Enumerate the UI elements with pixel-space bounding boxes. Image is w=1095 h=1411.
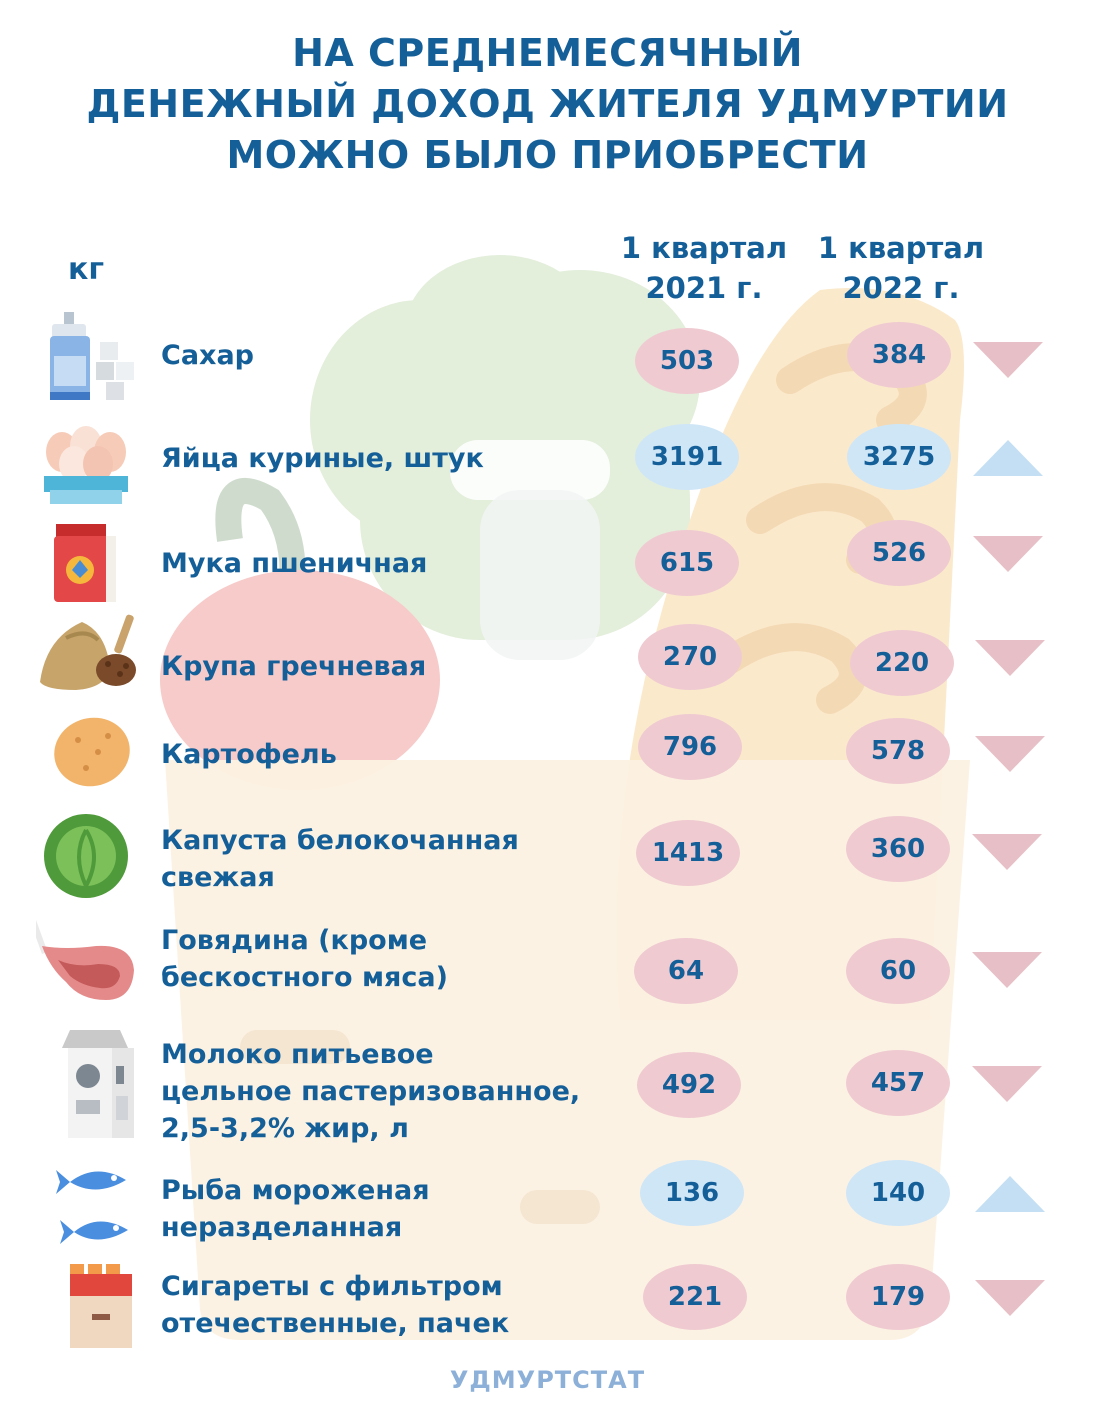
value-2021: 796	[638, 714, 742, 780]
value-2022: 384	[847, 322, 951, 388]
table-row: Яйца куриные, штук 3191 3275	[0, 420, 1095, 510]
decrease-arrow-icon	[975, 640, 1045, 676]
sugar-icon	[50, 312, 134, 400]
value-2022: 360	[846, 816, 950, 882]
decrease-arrow-icon	[972, 1066, 1042, 1102]
row-label: Говядина (кроме бескостного мяса)	[161, 922, 448, 996]
table-row: Крупа гречневая 270 220	[0, 608, 1095, 698]
potato-icon	[54, 717, 130, 787]
row-label: Сахар	[161, 337, 254, 374]
decrease-arrow-icon	[972, 834, 1042, 870]
table-row: Рыба мороженая неразделанная 136 140	[0, 1160, 1095, 1260]
decrease-arrow-icon	[972, 952, 1042, 988]
row-label-line: Говядина (кроме	[161, 925, 428, 956]
value-2021: 270	[638, 624, 742, 690]
source-label: УДМУРТСТАТ	[449, 1366, 646, 1394]
value-2022: 3275	[847, 424, 951, 490]
row-label: Молоко питьевое цельное пастеризованное,…	[161, 1036, 580, 1147]
infographic-title: НА СРЕДНЕМЕСЯЧНЫЙ ДЕНЕЖНЫЙ ДОХОД ЖИТЕЛЯ …	[0, 28, 1095, 181]
row-label: Картофель	[161, 736, 337, 773]
value-2021: 492	[637, 1052, 741, 1118]
table-row: Молоко питьевое цельное пастеризованное,…	[0, 1030, 1095, 1150]
value-2021: 503	[635, 328, 739, 394]
beef-icon	[36, 920, 134, 1000]
title-line-3: МОЖНО БЫЛО ПРИОБРЕСТИ	[226, 133, 869, 177]
eggs-icon	[44, 426, 128, 504]
row-label-line: цельное пастеризованное,	[161, 1076, 581, 1107]
fish-icon	[56, 1170, 128, 1244]
row-label: Капуста белокочанная свежая	[161, 822, 519, 896]
value-2022: 220	[850, 630, 954, 696]
row-label: Мука пшеничная	[161, 545, 427, 582]
milk-icon	[62, 1030, 134, 1138]
value-2022: 578	[846, 718, 950, 784]
decrease-arrow-icon	[973, 342, 1043, 378]
row-label: Крупа гречневая	[161, 648, 426, 685]
title-line-1: НА СРЕДНЕМЕСЯЧНЫЙ	[292, 31, 803, 75]
row-label-line: Яйца куриные, штук	[161, 443, 484, 474]
table-row: Говядина (кроме бескостного мяса) 64 60	[0, 920, 1095, 1020]
row-label: Рыба мороженая неразделанная	[161, 1172, 430, 1246]
decrease-arrow-icon	[973, 536, 1043, 572]
column-header-2022-line1: 1 квартал	[817, 231, 985, 265]
table-row: Сахар 503 384	[0, 312, 1095, 412]
value-2021: 64	[634, 938, 738, 1004]
row-label-line: Сигареты с фильтром	[161, 1271, 503, 1302]
value-2021: 615	[635, 530, 739, 596]
value-2022: 60	[846, 938, 950, 1004]
row-label: Сигареты с фильтром отечественные, пачек	[161, 1268, 509, 1342]
decrease-arrow-icon	[975, 736, 1045, 772]
row-label-line: Сахар	[161, 340, 254, 371]
cabbage-icon	[44, 814, 128, 898]
column-header-2021-line1: 1 квартал	[620, 231, 788, 265]
row-label-line: 2,5-3,2% жир, л	[161, 1113, 409, 1144]
row-label-line: Картофель	[161, 739, 337, 770]
row-label-line: Мука пшеничная	[161, 548, 428, 579]
row-label-line: Крупа гречневая	[161, 651, 427, 682]
row-label-line: Рыба мороженая	[161, 1175, 430, 1206]
value-2021: 1413	[636, 820, 740, 886]
table-row: Сигареты с фильтром отечественные, пачек…	[0, 1262, 1095, 1362]
table-row: Мука пшеничная 615 526	[0, 520, 1095, 610]
column-header-2022-line2: 2022 г.	[842, 271, 960, 305]
table-row: Капуста белокочанная свежая 1413 360	[0, 810, 1095, 910]
column-header-2021: 1 квартал 2021 г.	[604, 228, 804, 308]
row-label-line: неразделанная	[161, 1212, 403, 1243]
value-2021: 136	[640, 1160, 744, 1226]
value-2021: 3191	[635, 424, 739, 490]
unit-label: кг	[68, 252, 105, 287]
row-label-line: бескостного мяса)	[161, 962, 448, 993]
value-2022: 140	[846, 1160, 950, 1226]
title-line-2: ДЕНЕЖНЫЙ ДОХОД ЖИТЕЛЯ УДМУРТИИ	[86, 82, 1009, 126]
value-2021: 221	[643, 1264, 747, 1330]
value-2022: 179	[846, 1264, 950, 1330]
row-label: Яйца куриные, штук	[161, 440, 484, 477]
row-label-line: Капуста белокочанная	[161, 825, 519, 856]
buckwheat-icon	[40, 614, 136, 690]
cigarettes-icon	[70, 1264, 132, 1348]
row-label-line: свежая	[161, 862, 275, 893]
row-label-line: Молоко питьевое	[161, 1039, 434, 1070]
increase-arrow-icon	[973, 440, 1043, 476]
column-header-2022: 1 квартал 2022 г.	[801, 228, 1001, 308]
value-2022: 526	[847, 520, 951, 586]
row-label-line: отечественные, пачек	[161, 1308, 510, 1339]
column-header-2021-line2: 2021 г.	[645, 271, 763, 305]
flour-icon	[54, 524, 116, 602]
table-row: Картофель 796 578	[0, 706, 1095, 796]
increase-arrow-icon	[975, 1176, 1045, 1212]
decrease-arrow-icon	[975, 1280, 1045, 1316]
value-2022: 457	[846, 1050, 950, 1116]
